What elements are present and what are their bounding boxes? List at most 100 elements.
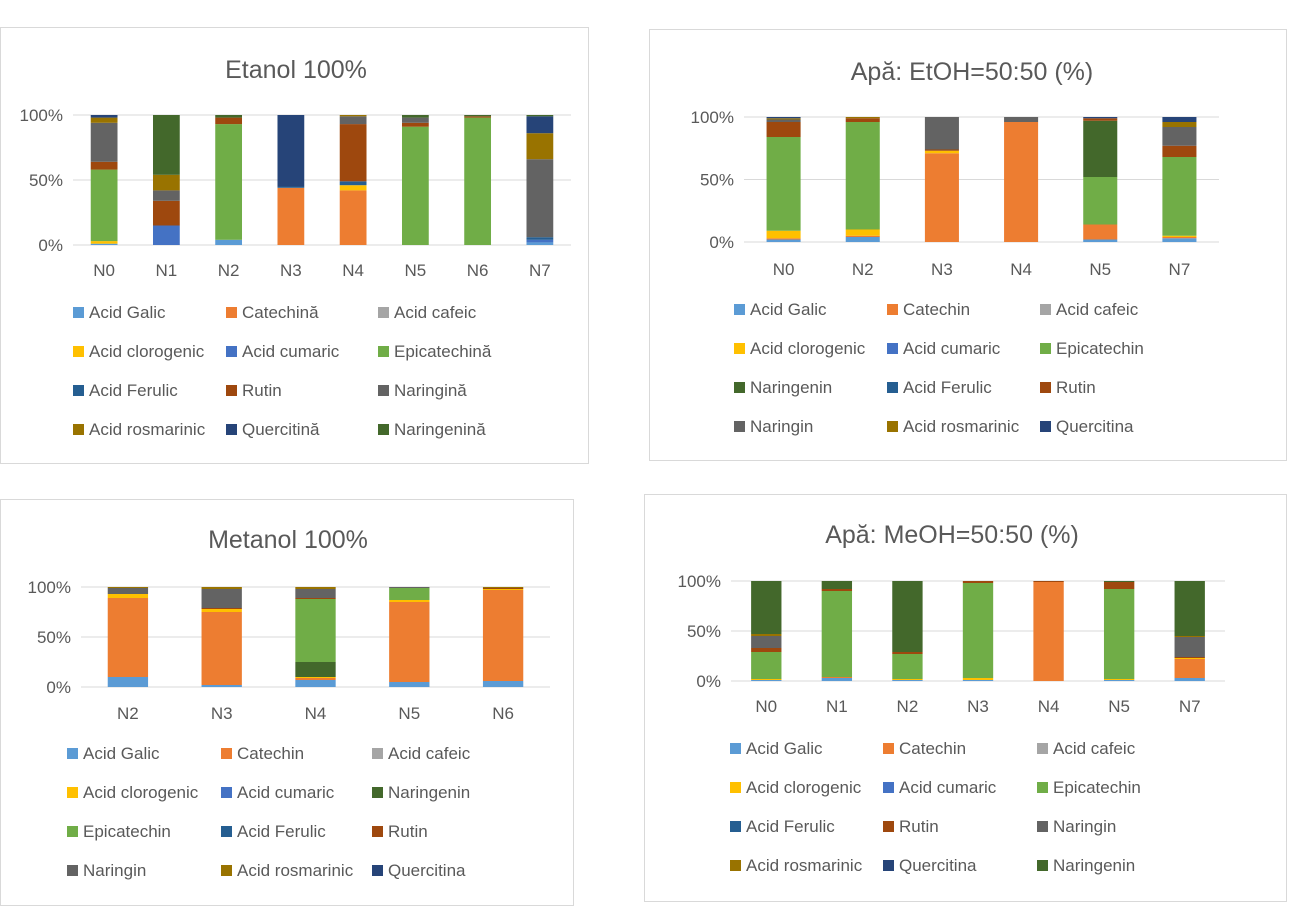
bar-segment <box>892 652 923 654</box>
legend-label: Acid clorogenic <box>83 783 199 802</box>
bar-segment <box>389 682 430 687</box>
bar-segment <box>107 588 149 594</box>
bar-segment <box>152 174 180 191</box>
y-tick-label: 50% <box>687 622 721 641</box>
bar-segment <box>962 680 994 681</box>
bar-segment <box>924 149 959 151</box>
legend-swatch <box>67 865 78 876</box>
legend-label: Catechină <box>242 303 319 322</box>
bar-segment <box>339 190 367 245</box>
bar-segment <box>201 587 242 589</box>
bar-segment <box>766 137 801 231</box>
legend-swatch <box>221 826 232 837</box>
bar-segment <box>277 115 305 187</box>
bar-segment <box>90 117 118 123</box>
legend-label: Acid Galic <box>89 303 166 322</box>
x-tick-label: N4 <box>305 704 327 723</box>
legend-swatch <box>67 826 78 837</box>
bar-segment <box>295 678 336 680</box>
legend-label: Rutin <box>388 822 428 841</box>
bar-segment <box>339 124 367 182</box>
bar-segment <box>1103 582 1135 589</box>
x-tick-label: N0 <box>93 261 115 280</box>
bar-segment <box>821 677 853 678</box>
legend-label: Acid clorogenic <box>750 339 866 358</box>
legend-label: Rutin <box>1056 378 1096 397</box>
legend-swatch <box>883 860 894 871</box>
bar-segment <box>1162 237 1197 239</box>
bar-segment <box>482 590 524 681</box>
x-tick-label: N7 <box>529 261 551 280</box>
bar-segment <box>295 662 336 677</box>
bar-segment <box>962 581 994 583</box>
legend-swatch <box>730 743 741 754</box>
legend-label: Catechin <box>903 300 970 319</box>
legend-swatch <box>1040 343 1051 354</box>
bar-segment <box>1083 177 1118 225</box>
bar-segment <box>339 116 367 125</box>
bar-segment <box>1174 581 1205 636</box>
chart-panel-apa-etoh: Apă: EtOH=50:50 (%) 0% 50% 100% N0 N2 N3 N4 N5 N7… <box>649 29 1287 461</box>
x-tick-label: N2 <box>218 261 240 280</box>
bar-segment <box>215 239 243 245</box>
legend-label: Acid cafeic <box>1056 300 1139 319</box>
bar-segment <box>90 115 118 118</box>
x-tick-label: N0 <box>755 697 777 716</box>
x-tick-label: N7 <box>1169 260 1191 279</box>
bar-segment <box>1174 657 1205 658</box>
y-tick-label: 100% <box>691 108 734 127</box>
bar-segment <box>389 587 430 588</box>
x-tick-label: N2 <box>897 697 919 716</box>
bar-segment <box>845 117 880 119</box>
legend-swatch <box>73 346 84 357</box>
bar-segment <box>152 225 180 245</box>
bar-segment <box>892 679 923 680</box>
x-tick-label: N3 <box>967 697 989 716</box>
bar-segment <box>766 119 801 122</box>
bar-segment <box>845 118 880 122</box>
legend-label: Acid clorogenic <box>89 342 205 361</box>
x-tick-label: N6 <box>467 261 489 280</box>
legend-label: Catechin <box>899 739 966 758</box>
legend-swatch <box>221 748 232 759</box>
chart-panel-etanol: Etanol 100% 0% 50% 100% N0 N1 N2 N3 N4 N5 N6 N7 Acid… <box>0 27 589 464</box>
bar-segment <box>924 150 959 154</box>
bar-segment <box>295 598 336 599</box>
x-tick-label: N1 <box>826 697 848 716</box>
legend-label: Naringin <box>83 861 146 880</box>
legend-swatch <box>73 424 84 435</box>
chart-title-metanol: Metanol 100% <box>208 526 368 554</box>
legend-swatch <box>883 782 894 793</box>
legend-label: Rutin <box>242 381 282 400</box>
x-tick-label: N2 <box>852 260 874 279</box>
bar-segment <box>201 609 242 612</box>
legend-swatch <box>730 860 741 871</box>
y-tick-label: 100% <box>20 106 63 125</box>
bar-segment <box>295 589 336 598</box>
bar-segment <box>1162 145 1197 157</box>
legend-label: Acid Galic <box>746 739 823 758</box>
bar-segment <box>482 681 524 687</box>
bar-segment <box>821 581 853 589</box>
legend-swatch <box>378 346 389 357</box>
bar-segment <box>962 583 994 678</box>
chart-title-apa-etoh: Apă: EtOH=50:50 (%) <box>851 58 1093 86</box>
legend-label: Acid rosmarinic <box>89 420 206 439</box>
legend-label: Naringenin <box>388 783 470 802</box>
bar-segment <box>482 587 524 588</box>
bar-segment <box>464 115 492 117</box>
bar-segment <box>1174 659 1205 678</box>
legend-label: Naringenin <box>750 378 832 397</box>
bar-segment <box>90 122 118 162</box>
bar-segment <box>295 677 336 678</box>
x-tick-label: N3 <box>280 261 302 280</box>
bar-segment <box>526 239 554 243</box>
bar-segment <box>821 589 853 591</box>
legend-label: Acid cumaric <box>899 778 997 797</box>
bar-segment <box>107 598 149 677</box>
bar-segment <box>845 122 880 230</box>
x-tick-label: N3 <box>211 704 233 723</box>
y-tick-label: 100% <box>28 578 71 597</box>
bar-segment <box>1083 120 1118 177</box>
legend-swatch <box>883 743 894 754</box>
